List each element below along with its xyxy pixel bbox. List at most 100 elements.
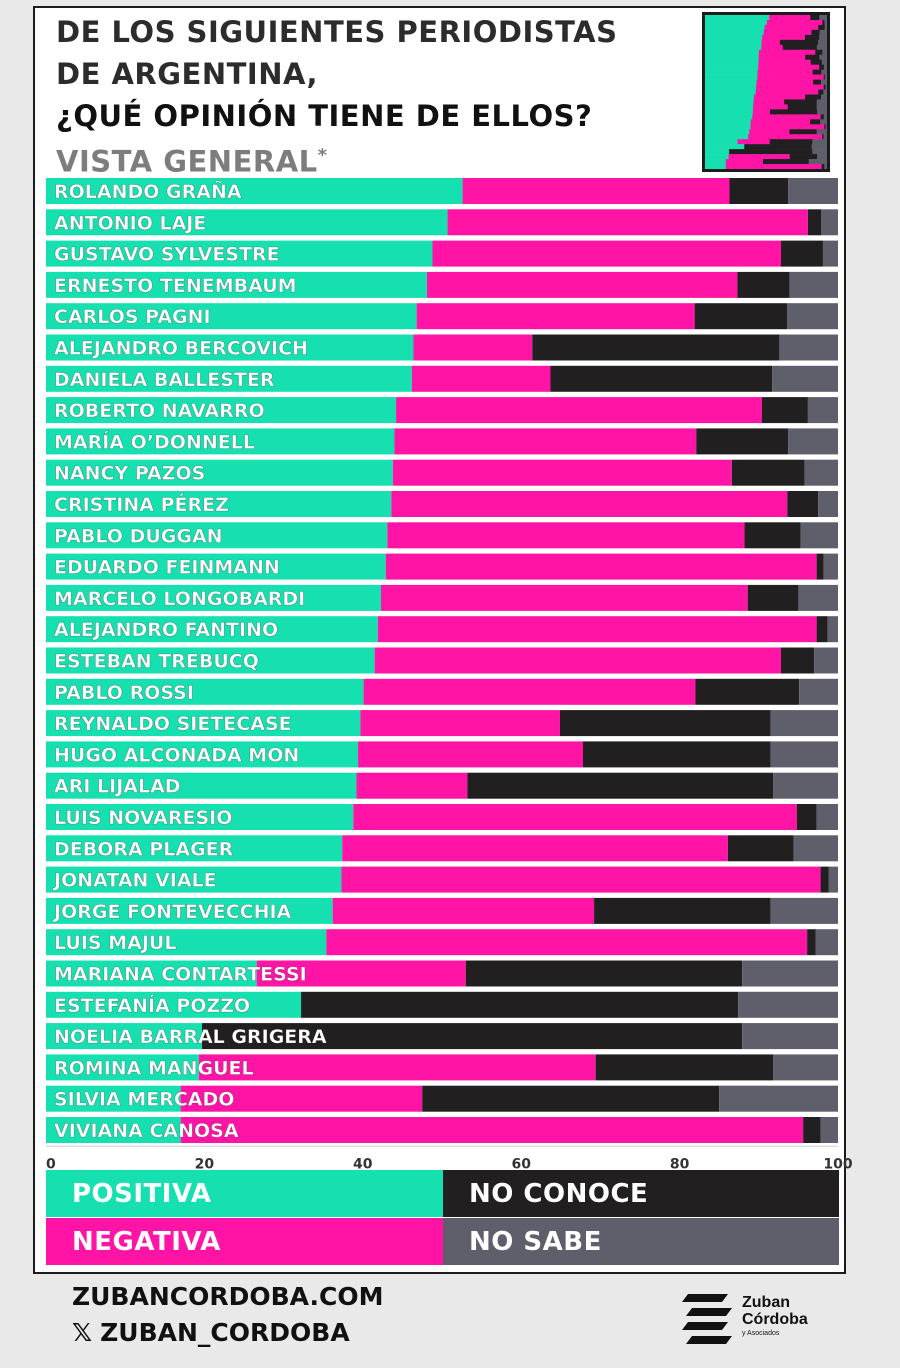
bar-label: ROMINA MANGUEL bbox=[54, 1057, 254, 1079]
thumbnail-bar-segment bbox=[823, 74, 826, 80]
thumbnail-preview bbox=[702, 12, 830, 172]
bar-segment-no-conoce bbox=[796, 804, 817, 830]
bar-segment-positiva bbox=[46, 178, 463, 204]
thumbnail-bar-segment bbox=[705, 19, 768, 26]
bar-label: LUIS MAJUL bbox=[54, 932, 176, 954]
thumbnail-bar-segment bbox=[757, 69, 814, 75]
bar-label: MARCELO LONGOBARDI bbox=[54, 588, 305, 610]
bar-label: PABLO DUGGAN bbox=[54, 525, 223, 547]
thumbnail-bar-segment bbox=[823, 84, 826, 90]
bar-segment-no-conoce bbox=[803, 1117, 821, 1143]
bar-segment-positiva bbox=[46, 397, 397, 424]
x-tick-label: 80 bbox=[670, 1156, 690, 1170]
bar-segment-negativa bbox=[396, 397, 762, 424]
bar-segment-negativa bbox=[342, 835, 728, 862]
bar-segment-no-sabe bbox=[773, 772, 838, 799]
bar-label: MARÍA O’DONNELL bbox=[54, 430, 255, 453]
bar-segment-negativa bbox=[387, 522, 745, 549]
bar-segment-no-conoce bbox=[550, 365, 773, 392]
thumbnail-bar-segment bbox=[758, 49, 816, 56]
thumbnail-bar-segment bbox=[755, 89, 819, 95]
bar-segment-no-sabe bbox=[798, 584, 838, 611]
thumbnail-bar-segment bbox=[729, 149, 813, 155]
bar-segment-negativa bbox=[256, 960, 466, 987]
thumbnail-bar-segment bbox=[705, 84, 757, 90]
thumbnail-bar-segment bbox=[821, 94, 827, 100]
title-line-1: DE LOS SIGUIENTES PERIODISTAS bbox=[56, 15, 618, 49]
bar-label: EDUARDO FEINMANN bbox=[54, 557, 280, 579]
social-handle[interactable]: 𝕏 ZUBAN_CORDOBA bbox=[72, 1318, 350, 1347]
bar-segment-positiva bbox=[46, 1085, 181, 1112]
bar-segment-negativa bbox=[180, 1085, 423, 1112]
bar-segment-negativa bbox=[374, 647, 781, 674]
thumbnail-bar-segment bbox=[744, 144, 813, 150]
thumbnail-bar-segment bbox=[816, 99, 827, 105]
title-line-3: ¿QUÉ OPINIÓN TIENE DE ELLOS? bbox=[56, 99, 593, 133]
bar-segment-positiva bbox=[46, 553, 386, 580]
bar-segment-negativa bbox=[432, 240, 781, 267]
thumbnail-bar-segment bbox=[815, 49, 823, 56]
legend-negativa: NEGATIVA bbox=[46, 1218, 443, 1265]
bar-segment-no-sabe bbox=[820, 1117, 838, 1143]
bar-segment-positiva bbox=[46, 991, 302, 1018]
bar-segment-negativa bbox=[356, 772, 468, 799]
thumbnail-bar-segment bbox=[753, 104, 789, 110]
thumbnail-bar-segment bbox=[758, 54, 806, 61]
bar-segment-positiva bbox=[46, 491, 392, 517]
bar-segment-positiva bbox=[46, 835, 343, 862]
bar-segment-negativa bbox=[377, 616, 817, 643]
thumbnail-bar-segment bbox=[756, 84, 825, 90]
bar-segment-positiva bbox=[46, 616, 378, 643]
bar-segment-no-sabe bbox=[742, 960, 838, 987]
bar-segment-positiva bbox=[46, 960, 257, 987]
bar-label: HUGO ALCONADA MON bbox=[54, 744, 299, 766]
bar-label: ESTEBAN TREBUCQ bbox=[54, 651, 259, 673]
thumbnail-bar-segment bbox=[761, 39, 781, 46]
thumbnail-bar-segment bbox=[752, 109, 771, 115]
thumbnail-bar-segment bbox=[824, 74, 827, 80]
bar-segment-positiva bbox=[46, 459, 393, 486]
bar-segment-no-conoce bbox=[807, 209, 822, 236]
bar-label: ERNESTO TENEMBAUM bbox=[54, 275, 297, 297]
thumbnail-bar-segment bbox=[758, 64, 820, 70]
bar-segment-no-sabe bbox=[821, 209, 838, 236]
thumbnail-bar-segment bbox=[705, 59, 759, 65]
thumbnail-bar-segment bbox=[750, 119, 811, 125]
x-tick-label: 0 bbox=[46, 1156, 56, 1170]
thumbnail-bar-segment bbox=[823, 114, 827, 120]
thumbnail-bar-segment bbox=[789, 154, 818, 160]
thumbnail-bar-segment bbox=[705, 44, 762, 51]
thumbnail-bar-segment bbox=[810, 59, 823, 65]
thumbnail-bar-segment bbox=[705, 139, 738, 145]
thumbnail-bar-segment bbox=[811, 29, 821, 36]
thumbnail-bar-segment bbox=[705, 144, 745, 150]
bar-label: ALEJANDRO BERCOVICH bbox=[54, 338, 308, 360]
thumbnail-bar-segment bbox=[821, 69, 827, 75]
thumbnail-bar-segment bbox=[822, 49, 827, 56]
bar-segment-no-sabe bbox=[814, 647, 838, 674]
logo-text-asociados: y Asociados bbox=[742, 1330, 780, 1337]
subtitle-asterisk: * bbox=[317, 145, 328, 166]
website-link[interactable]: ZUBANCORDOBA.COM bbox=[72, 1282, 384, 1311]
thumbnail-bar-segment bbox=[769, 109, 818, 115]
legend-positiva: POSITIVA bbox=[46, 1170, 443, 1217]
x-tick-label: 60 bbox=[511, 1156, 531, 1170]
bar-segment-no-sabe bbox=[828, 866, 838, 893]
thumbnail-bar-segment bbox=[812, 139, 827, 145]
bar-label: MARIANA CONTARTESSI bbox=[54, 964, 307, 986]
logo-text-cordoba: Córdoba bbox=[742, 1311, 808, 1328]
bar-segment-positiva bbox=[46, 678, 364, 705]
stacked-bar-chart: ROLANDO GRAÑA ANTONIO LAJE GUSTAVO SYLVEST… bbox=[46, 178, 853, 1170]
bar-segment-no-conoce bbox=[731, 459, 805, 486]
thumbnail-bar-segment bbox=[728, 154, 791, 160]
bar-segment-positiva bbox=[46, 772, 357, 799]
thumbnail-bar-segment bbox=[705, 164, 727, 169]
bar-label: PABLO ROSSI bbox=[54, 682, 194, 704]
bar-segment-negativa bbox=[426, 271, 738, 298]
thumbnail-bar-segment bbox=[819, 64, 825, 70]
bar-segment-no-conoce bbox=[816, 553, 824, 580]
subtitle-text: VISTA GENERAL bbox=[56, 144, 318, 179]
thumbnail-bar-segment bbox=[779, 39, 819, 46]
zuban-cordoba-logo-icon bbox=[682, 1294, 732, 1344]
bar-segment-no-sabe bbox=[719, 1085, 838, 1112]
